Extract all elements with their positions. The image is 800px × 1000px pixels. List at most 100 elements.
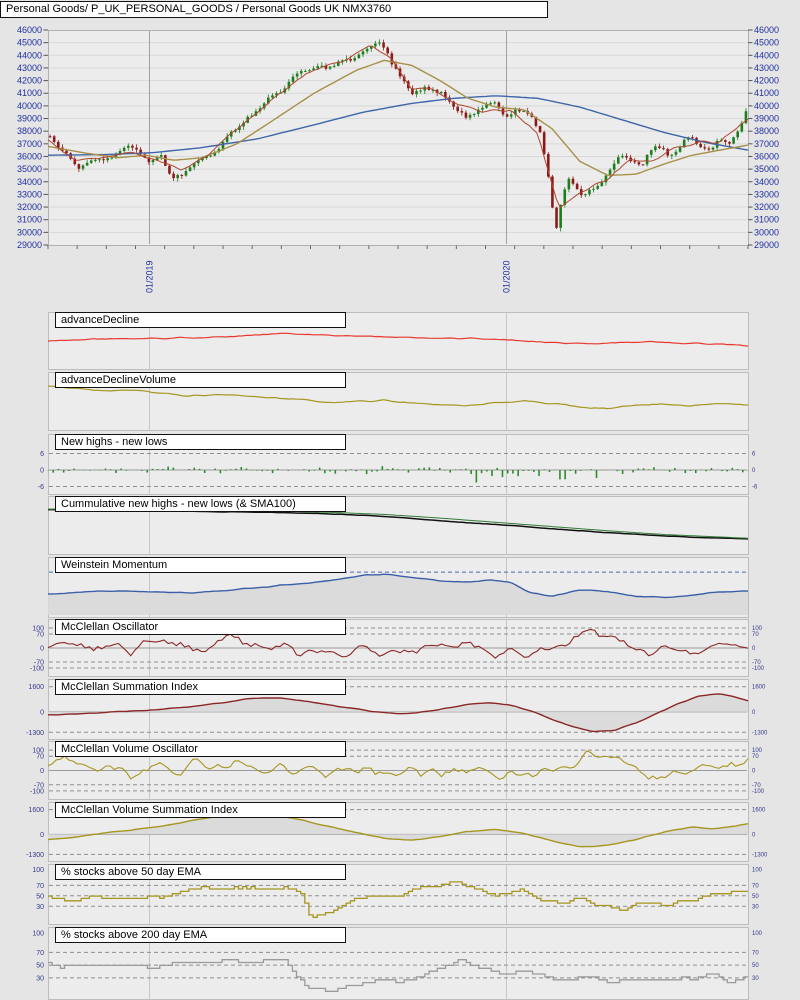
svg-text:30: 30 bbox=[36, 904, 44, 911]
svg-text:-6: -6 bbox=[752, 485, 758, 491]
panel-title-advance-decline-volume: advanceDeclineVolume bbox=[55, 372, 346, 388]
svg-text:35000: 35000 bbox=[17, 164, 42, 174]
svg-text:50: 50 bbox=[752, 963, 759, 969]
svg-text:100: 100 bbox=[752, 868, 763, 874]
svg-text:6: 6 bbox=[40, 451, 44, 458]
panel-plot-mcclellan-volume-summation-index[interactable]: 1600 1600 0 0 -1300 -1300 bbox=[0, 802, 800, 862]
panel-mcclellan-volume-oscillator: 100 100 70 70 0 0 -70 -70 -100 -100 McClellan Vol… bbox=[0, 741, 800, 800]
panel-title-mcclellan-summation-index: McClellan Summation Index bbox=[55, 679, 346, 695]
panel-mcclellan-summation-index: 1600 1600 0 0 -1300 -1300 McClellan Summation… bbox=[0, 679, 800, 740]
svg-text:70: 70 bbox=[36, 950, 44, 957]
svg-text:30000: 30000 bbox=[17, 227, 42, 237]
svg-text:29000: 29000 bbox=[17, 240, 42, 250]
svg-text:31000: 31000 bbox=[754, 215, 779, 225]
symbol-title-box[interactable]: Personal Goods/ P_UK_PERSONAL_GOODS / Pe… bbox=[0, 1, 548, 18]
svg-text:0: 0 bbox=[40, 768, 44, 775]
svg-text:34000: 34000 bbox=[17, 177, 42, 187]
svg-text:44000: 44000 bbox=[17, 50, 42, 60]
panel-mcclellan-volume-summation-index: 1600 1600 0 0 -1300 -1300 McClellan Volume Su… bbox=[0, 802, 800, 862]
svg-text:30: 30 bbox=[36, 975, 44, 982]
svg-text:-1300: -1300 bbox=[752, 730, 768, 736]
svg-text:100: 100 bbox=[752, 626, 763, 632]
svg-text:-1300: -1300 bbox=[752, 852, 768, 858]
svg-text:-100: -100 bbox=[30, 788, 44, 795]
svg-text:50: 50 bbox=[36, 963, 44, 970]
svg-text:45000: 45000 bbox=[754, 38, 779, 48]
svg-text:70: 70 bbox=[752, 632, 759, 638]
svg-text:70: 70 bbox=[752, 950, 759, 956]
svg-text:100: 100 bbox=[32, 867, 44, 874]
svg-text:0: 0 bbox=[752, 646, 756, 652]
svg-text:44000: 44000 bbox=[754, 50, 779, 60]
panel-cumulative-new-highs-lows: Cummulative new highs - new lows (& SMA1… bbox=[0, 496, 800, 555]
svg-text:45000: 45000 bbox=[17, 38, 42, 48]
svg-text:70: 70 bbox=[752, 883, 759, 889]
svg-text:32000: 32000 bbox=[17, 202, 42, 212]
panel-title-advance-decline: advanceDecline bbox=[55, 312, 346, 328]
svg-text:100: 100 bbox=[752, 748, 763, 754]
svg-text:36000: 36000 bbox=[754, 151, 779, 161]
svg-text:32000: 32000 bbox=[754, 202, 779, 212]
main-price-chart[interactable]: 29000 29000 30000 30000 31000 31000 32000 32000… bbox=[0, 0, 800, 300]
panel-weinstein-momentum: Weinstein Momentum bbox=[0, 557, 800, 618]
panel-advance-decline-volume: advanceDeclineVolume bbox=[0, 372, 800, 431]
svg-text:30: 30 bbox=[752, 904, 759, 910]
panel-advance-decline: advanceDecline bbox=[0, 312, 800, 370]
svg-text:-6: -6 bbox=[38, 484, 44, 491]
svg-text:37000: 37000 bbox=[754, 139, 779, 149]
panel-new-highs-new-lows: 6 6 0 0 -6 -6 New highs - new lows bbox=[0, 434, 800, 495]
svg-text:-1300: -1300 bbox=[26, 730, 44, 737]
svg-text:70: 70 bbox=[36, 883, 44, 890]
svg-text:0: 0 bbox=[40, 832, 44, 839]
svg-text:100: 100 bbox=[752, 931, 763, 937]
panel-title-pct-above-200ema: % stocks above 200 day EMA bbox=[55, 927, 346, 943]
svg-text:38000: 38000 bbox=[17, 126, 42, 136]
svg-text:33000: 33000 bbox=[17, 189, 42, 199]
panel-title-pct-above-50ema: % stocks above 50 day EMA bbox=[55, 864, 346, 880]
svg-text:0: 0 bbox=[40, 646, 44, 653]
svg-text:31000: 31000 bbox=[17, 215, 42, 225]
svg-text:-70: -70 bbox=[34, 782, 44, 789]
svg-text:35000: 35000 bbox=[754, 164, 779, 174]
svg-text:1600: 1600 bbox=[28, 684, 44, 691]
svg-text:-1300: -1300 bbox=[26, 852, 44, 859]
svg-text:100: 100 bbox=[32, 626, 44, 633]
panel-mcclellan-oscillator: 100 100 70 70 0 0 -70 -70 -100 -100 McClellan Osc… bbox=[0, 619, 800, 677]
svg-text:0: 0 bbox=[752, 710, 756, 716]
panel-pct-above-200ema: 100 100 70 70 50 50 30 30 % stocks above 200 da… bbox=[0, 927, 800, 1000]
svg-text:50: 50 bbox=[752, 894, 759, 900]
panel-pct-above-50ema: 100 100 70 70 50 50 30 30 % stocks above 50 day… bbox=[0, 864, 800, 925]
svg-text:43000: 43000 bbox=[17, 63, 42, 73]
panel-title-cumulative-new-highs-lows: Cummulative new highs - new lows (& SMA1… bbox=[55, 496, 346, 512]
svg-text:01/2019: 01/2019 bbox=[145, 260, 155, 293]
svg-text:33000: 33000 bbox=[754, 189, 779, 199]
panel-title-mcclellan-volume-summation-index: McClellan Volume Summation Index bbox=[55, 802, 346, 818]
svg-text:42000: 42000 bbox=[754, 76, 779, 86]
svg-text:-70: -70 bbox=[34, 660, 44, 667]
svg-text:-100: -100 bbox=[752, 789, 765, 795]
svg-text:-100: -100 bbox=[752, 666, 765, 672]
svg-text:46000: 46000 bbox=[754, 25, 779, 35]
svg-text:0: 0 bbox=[752, 832, 756, 838]
svg-text:1600: 1600 bbox=[28, 807, 44, 814]
svg-text:0: 0 bbox=[752, 769, 756, 775]
svg-text:0: 0 bbox=[40, 709, 44, 716]
svg-text:40000: 40000 bbox=[17, 101, 42, 111]
svg-text:30000: 30000 bbox=[754, 227, 779, 237]
svg-text:29000: 29000 bbox=[754, 240, 779, 250]
svg-text:50: 50 bbox=[36, 893, 44, 900]
svg-text:-70: -70 bbox=[752, 783, 761, 789]
svg-text:-70: -70 bbox=[752, 660, 761, 666]
svg-text:70: 70 bbox=[36, 632, 44, 639]
panel-title-mcclellan-oscillator: McClellan Oscillator bbox=[55, 619, 346, 635]
svg-text:30: 30 bbox=[752, 976, 759, 982]
svg-text:0: 0 bbox=[752, 468, 756, 474]
svg-text:70: 70 bbox=[36, 754, 44, 761]
svg-text:100: 100 bbox=[32, 748, 44, 755]
svg-text:34000: 34000 bbox=[754, 177, 779, 187]
svg-text:1600: 1600 bbox=[752, 808, 766, 814]
panel-title-mcclellan-volume-oscillator: McClellan Volume Oscillator bbox=[55, 741, 346, 757]
svg-text:01/2020: 01/2020 bbox=[502, 260, 512, 293]
svg-text:42000: 42000 bbox=[17, 76, 42, 86]
svg-text:70: 70 bbox=[752, 754, 759, 760]
